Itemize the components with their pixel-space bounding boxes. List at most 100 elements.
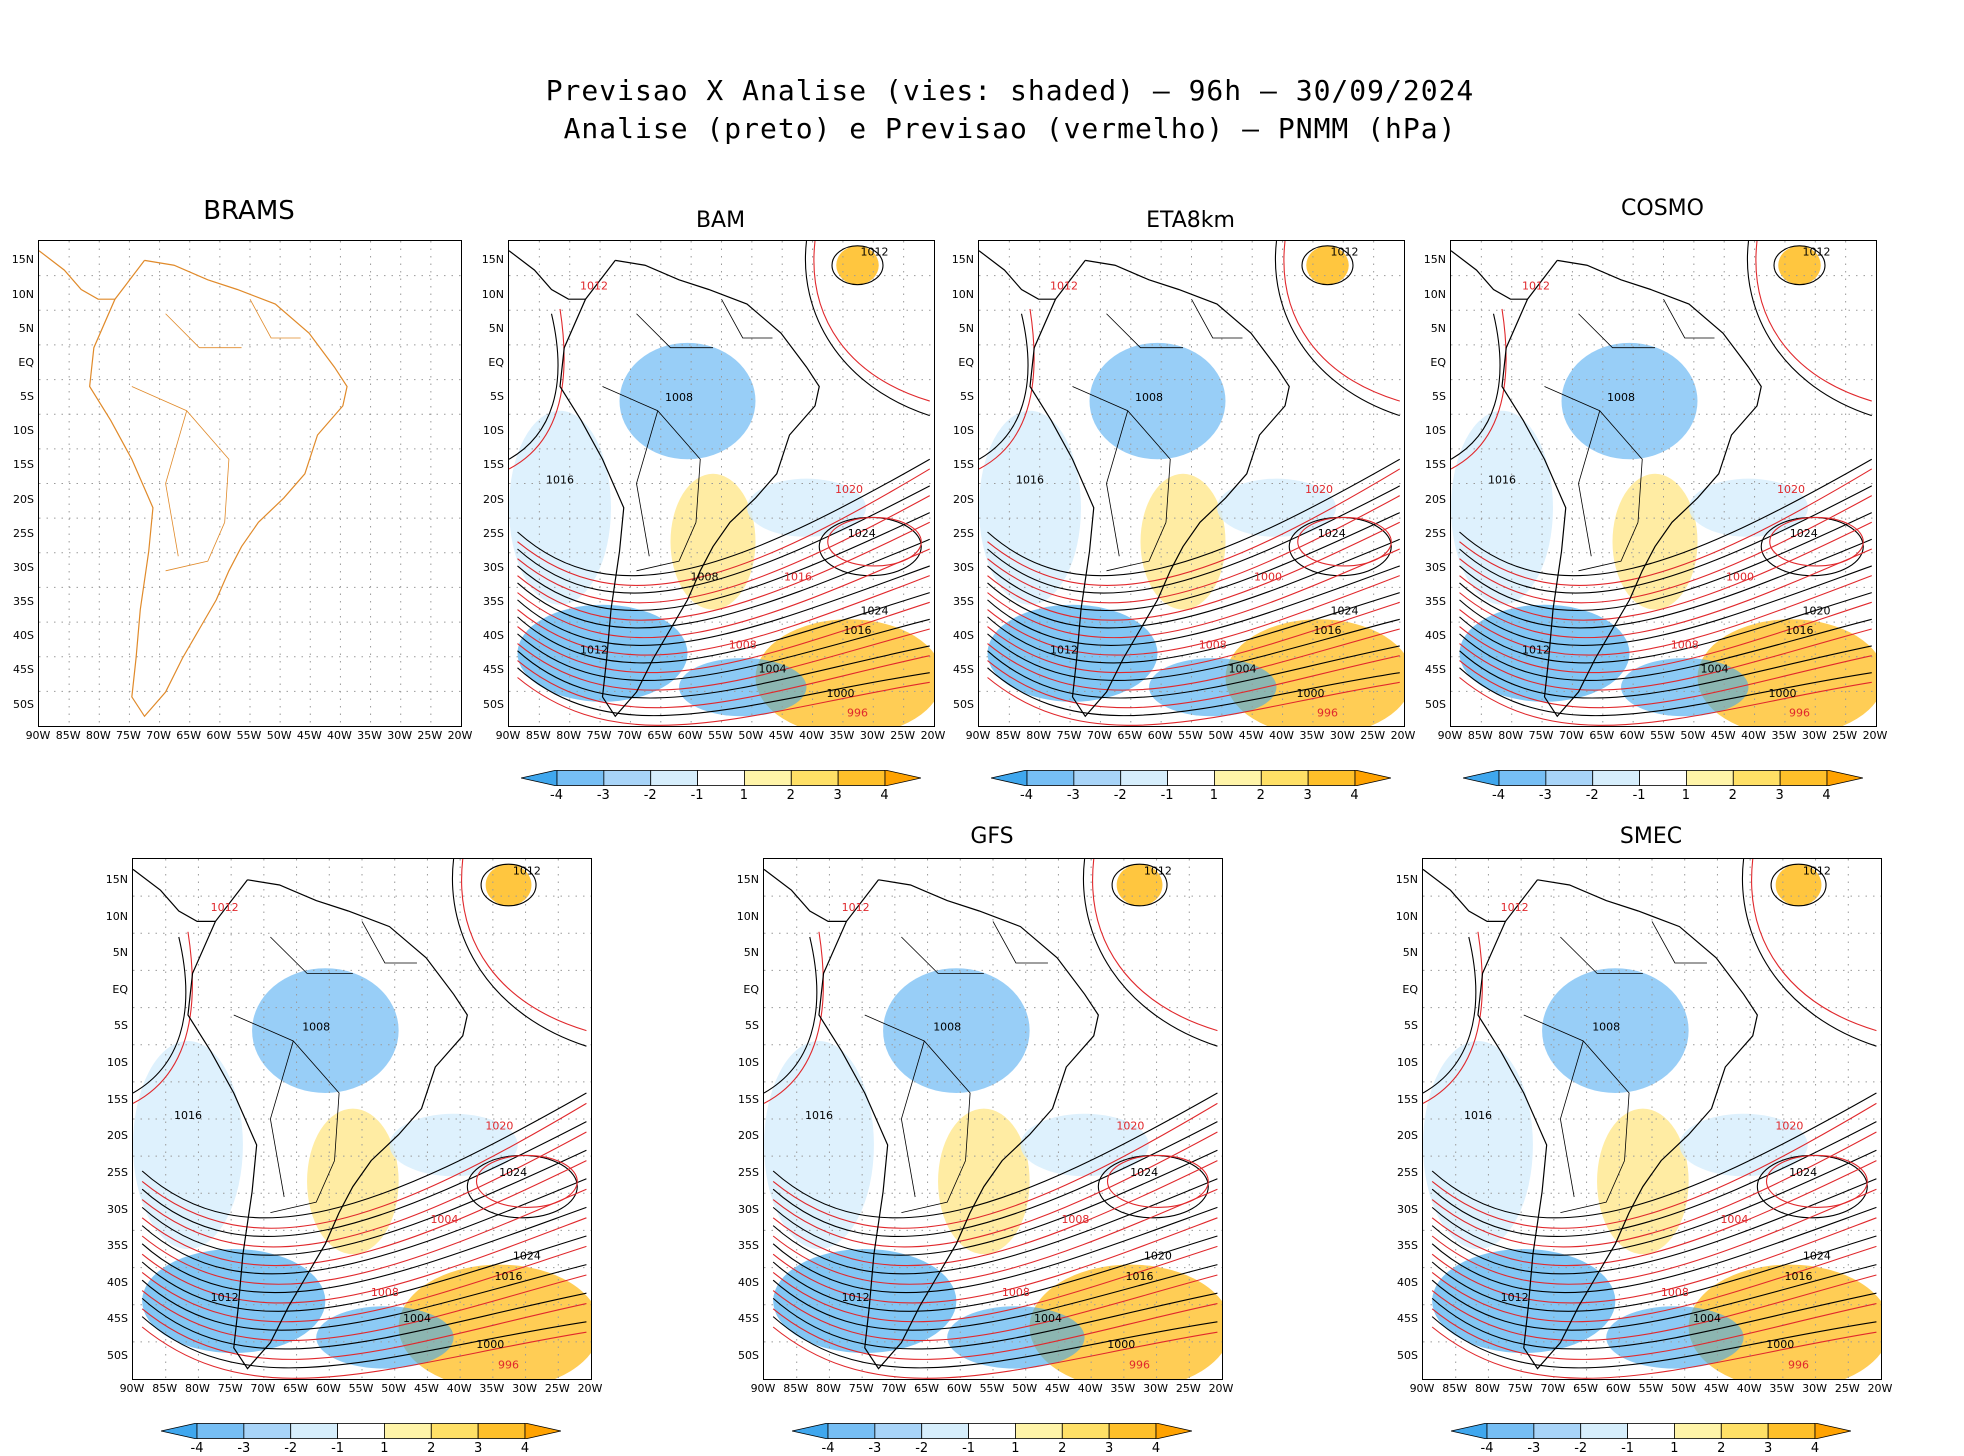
colorbar-segment (921, 1423, 969, 1439)
colorbar-segment (556, 770, 604, 786)
map-frame: 1012 1012 1008 1016 1020 1024 1016 1008 1004 1000… (1450, 240, 1877, 727)
longitude-label: 55W (1650, 729, 1675, 742)
negative-bias-area (979, 410, 1081, 605)
colorbar-tick-label: -4 (1492, 788, 1505, 803)
longitude-label: 25W (544, 1382, 570, 1395)
latitude-label: 40S (738, 1275, 759, 1289)
pressure-label: 1016 (1126, 1270, 1154, 1283)
colorbar-tick-label: 4 (880, 788, 889, 803)
pressure-label: 1000 (1254, 571, 1282, 584)
latitude-label: 15S (107, 1092, 128, 1106)
colorbar-tick-label: 4 (1822, 788, 1831, 803)
latitude-label: 50S (107, 1349, 128, 1363)
pressure-label: 1008 (371, 1286, 399, 1299)
negative-bias-area (142, 1249, 326, 1353)
latitude-label: 10N (736, 909, 759, 923)
longitude-label: 40W (799, 729, 824, 742)
latitude-label: 5S (960, 390, 974, 404)
latitude-label: 5N (743, 946, 759, 960)
lat-lon-grid (133, 859, 591, 1379)
latitude-label: 5S (490, 390, 504, 404)
colorbar-tick-label: -1 (1160, 788, 1174, 803)
longitude-label: 50W (1208, 729, 1234, 742)
longitude-label: 25W (1832, 729, 1858, 742)
longitude-label: 45W (1703, 1382, 1729, 1395)
longitude-label: 20W (1867, 1382, 1893, 1395)
pressure-label: 1024 (1130, 1166, 1158, 1179)
pressure-label: 1008 (1661, 1286, 1689, 1299)
positive-bias-area (670, 473, 756, 610)
colorbar-segment (520, 769, 557, 787)
longitude-label: 30W (387, 729, 413, 742)
colorbar-segment (1354, 769, 1391, 787)
longitude-label: 65W (176, 729, 202, 742)
latitude-label: 40S (483, 629, 504, 643)
longitude-label: 60W (1147, 729, 1173, 742)
pressure-label: 1020 (1116, 1119, 1144, 1132)
latitude-label: EQ (958, 355, 974, 369)
colorbar-tick-label: 2 (786, 788, 795, 803)
pressure-label: 1004 (1701, 663, 1729, 676)
latitude-label: 20S (953, 492, 974, 506)
colorbar-segment (1119, 770, 1168, 786)
pressure-label: 1016 (844, 624, 872, 637)
negative-bias-area (1451, 410, 1553, 605)
longitude-label: 20W (920, 729, 946, 742)
longitude-label: 30W (1802, 1382, 1827, 1395)
negative-bias-area (133, 1041, 243, 1249)
positive-bias-area (1597, 1108, 1689, 1255)
latitude-label: 35S (13, 595, 34, 609)
pressure-label: 1016 (1016, 474, 1044, 487)
longitude-label: 70W (616, 729, 642, 742)
latitude-label: EQ (1430, 355, 1446, 369)
pressure-label: 1016 (1786, 624, 1814, 637)
longitude-label: 55W (1638, 1382, 1664, 1395)
map-canvas (39, 241, 461, 726)
longitude-label: 85W (525, 729, 551, 742)
longitude-label: 80W (184, 1382, 210, 1395)
latitude-label: 10S (1397, 1056, 1418, 1070)
analysis-isobars (979, 241, 1401, 717)
pressure-label: 1000 (1107, 1338, 1135, 1351)
colorbar-segment (884, 769, 921, 787)
colorbar-tick-label: 3 (1764, 1441, 1773, 1456)
pressure-label: 1008 (1671, 638, 1699, 651)
pressure-label: 1012 (211, 1291, 239, 1304)
map-frame: 1012 1012 1008 1016 1020 1024 1016 1008 1004 1000… (763, 858, 1223, 1380)
latitude-label: 15N (951, 253, 974, 267)
latitude-label: 40S (1425, 629, 1446, 643)
colorbar (1450, 1422, 1852, 1443)
latitude-label: 15S (13, 458, 34, 472)
latitude-label: 10N (1395, 909, 1418, 923)
latitude-label: 15N (11, 253, 34, 267)
pressure-label: 1004 (759, 663, 787, 676)
pressure-label: 1024 (1790, 527, 1818, 540)
latitude-label: 30S (1425, 560, 1446, 574)
longitude-label: 20W (577, 1382, 603, 1395)
pressure-label: 1016 (1785, 1270, 1813, 1283)
latitude-label: 25S (1397, 1165, 1418, 1179)
forecast-isobars (509, 241, 931, 726)
longitude-label: 85W (1442, 1382, 1468, 1395)
colorbar-segment (1166, 770, 1215, 786)
longitude-label: 55W (1178, 729, 1203, 742)
colorbar-tick-label: 3 (1105, 1441, 1114, 1456)
latitude-label: 30S (738, 1202, 759, 1216)
positive-bias-area (307, 1108, 399, 1255)
colorbar-tick-label: -2 (1574, 1441, 1588, 1456)
pressure-label: 1004 (403, 1312, 431, 1325)
latitude-label: 20S (1425, 492, 1446, 506)
colorbar-segment (337, 1423, 385, 1439)
latitude-label: 15N (1395, 872, 1418, 886)
longitude-label: 55W (348, 1382, 374, 1395)
colorbar-segment (1108, 1423, 1157, 1439)
pressure-label: 1024 (499, 1166, 527, 1179)
colorbar-segment (477, 1423, 526, 1439)
longitude-label: 70W (1086, 729, 1112, 742)
longitude-label: 25W (1360, 729, 1386, 742)
latitude-label: EQ (18, 355, 34, 369)
pressure-label: 1016 (174, 1109, 202, 1122)
latitude-label: 45S (483, 663, 504, 677)
latitude-label: 50S (1397, 1349, 1418, 1363)
colorbar-segment (649, 770, 698, 786)
